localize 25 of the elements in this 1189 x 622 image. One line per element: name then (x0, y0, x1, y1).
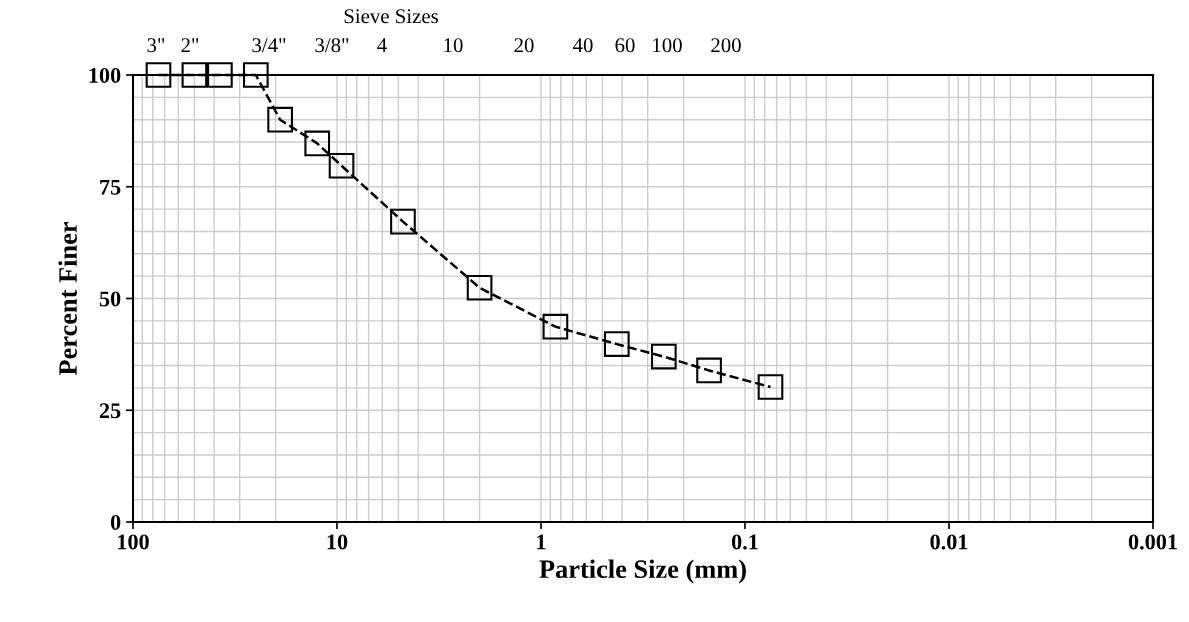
x-tick-label: 0.1 (731, 534, 758, 550)
y-tick-label: 50 (99, 291, 121, 307)
text: 3" (147, 38, 165, 53)
text: 3/4" (252, 38, 286, 53)
text: 4 (377, 38, 387, 53)
x-tick-label: 100 (118, 534, 149, 550)
y-tick-label: 25 (99, 403, 121, 419)
text: 3/8" (315, 38, 349, 53)
x-tick-label: 1 (537, 534, 546, 550)
text: 20 (514, 38, 534, 53)
text: 60 (615, 38, 635, 53)
text: 200 (711, 38, 741, 53)
text: 40 (572, 38, 593, 53)
y-axis-title: Percent Finer (58, 222, 77, 376)
x-axis-title: Particle Size (mm) (539, 559, 746, 584)
y-tick-label: 0 (110, 514, 121, 530)
y-tick-label: 100 (89, 67, 121, 83)
y-tick-label: 75 (100, 179, 121, 195)
x-tick-label: 0.001 (1128, 534, 1177, 550)
x-tick-label: 10 (327, 534, 348, 550)
text: 2" (181, 38, 199, 53)
text: 10 (444, 38, 463, 53)
text: Sieve Sizes (344, 9, 438, 24)
x-tick-label: 0.01 (930, 534, 968, 550)
text: 100 (653, 38, 682, 53)
